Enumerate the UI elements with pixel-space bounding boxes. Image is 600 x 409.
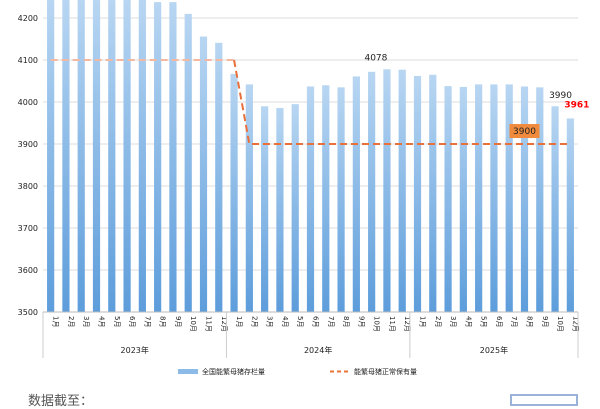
bar bbox=[62, 0, 70, 312]
data-label: 3900 bbox=[513, 127, 536, 137]
month-label: 3月 bbox=[266, 316, 274, 327]
month-label: 5月 bbox=[480, 316, 488, 327]
bar bbox=[475, 84, 483, 312]
month-label: 8月 bbox=[342, 316, 350, 327]
month-label: 3月 bbox=[449, 316, 457, 327]
month-label: 12月 bbox=[220, 316, 228, 332]
label-box bbox=[509, 124, 540, 139]
bar bbox=[566, 118, 574, 312]
bar bbox=[383, 69, 391, 312]
bar bbox=[47, 0, 55, 312]
month-label: 8月 bbox=[526, 316, 534, 327]
bar bbox=[261, 106, 269, 313]
bar bbox=[551, 106, 559, 313]
month-label: 12月 bbox=[571, 316, 579, 332]
y-axis: 3500 3600 3700 3800 3900 4000 4100 4200 bbox=[18, 14, 38, 317]
bar bbox=[398, 69, 406, 312]
month-label: 2月 bbox=[434, 316, 442, 327]
month-label: 9月 bbox=[541, 316, 549, 327]
bar bbox=[123, 0, 131, 312]
y-tick-label: 3900 bbox=[18, 140, 38, 149]
month-label: 4月 bbox=[464, 316, 472, 327]
legend: 全国能繁母猪存栏量 能繁母猪正常保有量 bbox=[178, 367, 417, 376]
legend-label: 全国能繁母猪存栏量 bbox=[202, 367, 265, 376]
bar bbox=[154, 2, 162, 312]
month-label: 1月 bbox=[419, 316, 427, 327]
bar bbox=[520, 86, 529, 313]
year-label: 2023年 bbox=[121, 345, 149, 355]
bar bbox=[490, 84, 498, 312]
line-segment bbox=[233, 59, 571, 146]
bar bbox=[368, 71, 376, 313]
normal-holding-line bbox=[50, 59, 571, 146]
bar bbox=[413, 76, 422, 312]
month-label: 5月 bbox=[296, 316, 304, 327]
month-label: 7月 bbox=[327, 316, 335, 327]
bar bbox=[108, 0, 116, 312]
bar bbox=[306, 86, 315, 313]
month-label: 11月 bbox=[388, 316, 396, 332]
month-label: 1月 bbox=[52, 316, 60, 327]
month-label: 3月 bbox=[82, 316, 90, 327]
bar bbox=[505, 84, 513, 312]
month-label: 1月 bbox=[235, 316, 243, 327]
y-tick-label: 3500 bbox=[18, 308, 38, 317]
month-label: 6月 bbox=[312, 316, 320, 327]
data-label: 4078 bbox=[364, 53, 387, 63]
bar bbox=[429, 74, 437, 312]
chart: 3500 3600 3700 3800 3900 4000 4100 4200 1月 2月 3月 4… bbox=[18, 0, 589, 376]
y-tick-label: 3600 bbox=[18, 266, 38, 275]
bar bbox=[352, 76, 360, 313]
bar bbox=[230, 73, 238, 312]
bar bbox=[169, 2, 177, 312]
y-tick-label: 3700 bbox=[18, 224, 38, 233]
month-label: 9月 bbox=[357, 316, 365, 327]
month-label: 10月 bbox=[373, 316, 381, 332]
bar bbox=[215, 42, 223, 313]
month-label: 4月 bbox=[98, 316, 106, 327]
bar-series bbox=[47, 0, 574, 313]
month-label: 7月 bbox=[143, 316, 151, 327]
month-label: 11月 bbox=[205, 316, 213, 332]
year-label: 2025年 bbox=[480, 345, 508, 355]
y-tick-label: 4200 bbox=[18, 14, 38, 23]
month-label: 6月 bbox=[128, 316, 136, 327]
bar bbox=[291, 104, 299, 312]
y-tick-label: 4100 bbox=[18, 56, 38, 65]
bar bbox=[459, 86, 467, 313]
month-label: 8月 bbox=[159, 316, 167, 327]
bar bbox=[337, 87, 345, 312]
data-label: 3990 bbox=[549, 91, 572, 101]
bar bbox=[92, 0, 101, 312]
bar bbox=[536, 87, 544, 312]
legend-label: 能繁母猪正常保有量 bbox=[354, 367, 417, 376]
month-label: 9月 bbox=[174, 316, 182, 327]
legend-swatch-bar bbox=[178, 369, 198, 374]
x-axis: 1月 2月 3月 4月 5月 6月 7月 8月 9月 10月 11月 12月 2023年 1月 2月 3月 4月… bbox=[42, 311, 579, 358]
bar bbox=[245, 84, 253, 312]
month-label: 12月 bbox=[403, 316, 411, 332]
month-label: 7月 bbox=[510, 316, 518, 327]
y-tick-label: 3800 bbox=[18, 182, 38, 191]
bar bbox=[444, 86, 452, 313]
month-label: 10月 bbox=[556, 316, 564, 332]
month-label: 6月 bbox=[495, 316, 503, 327]
bar bbox=[199, 36, 208, 313]
month-label: 10月 bbox=[189, 316, 197, 332]
month-label: 2月 bbox=[250, 316, 258, 327]
bar bbox=[276, 107, 284, 312]
year-label: 2024年 bbox=[304, 345, 332, 355]
month-label: 4月 bbox=[281, 316, 289, 327]
bar bbox=[184, 13, 192, 313]
bar bbox=[138, 0, 146, 312]
data-label: 3961 bbox=[564, 100, 589, 110]
month-label: 2月 bbox=[67, 316, 75, 327]
y-tick-label: 4000 bbox=[18, 98, 38, 107]
bar bbox=[322, 85, 330, 312]
month-label: 5月 bbox=[113, 316, 121, 327]
brand-logo bbox=[510, 394, 578, 406]
bar bbox=[77, 0, 85, 312]
